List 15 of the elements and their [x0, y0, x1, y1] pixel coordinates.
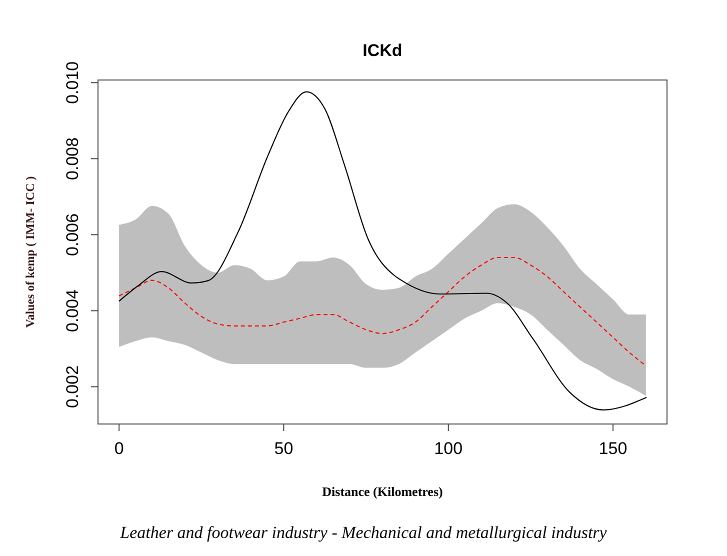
- x-tick-label: 50: [274, 439, 294, 458]
- x-axis-title: Distance (Kilometres): [322, 484, 443, 499]
- y-tick-label: 0.010: [63, 61, 82, 104]
- y-tick-label: 0.004: [63, 289, 82, 332]
- x-tick-label: 100: [434, 439, 463, 458]
- line-series: [118, 256, 646, 366]
- x-tick-label: 0: [114, 439, 124, 458]
- y-axis-title: Values of kemp ( IMM- ICC ): [23, 176, 37, 328]
- y-tick-label: 0.006: [63, 213, 82, 256]
- x-tick-label: 150: [598, 439, 628, 458]
- y-tick-label: 0.008: [63, 137, 82, 180]
- line-series: [118, 91, 648, 410]
- chart-title: ICKd: [362, 41, 402, 60]
- y-tick-label: 0.002: [63, 365, 82, 408]
- text: Leather and footwear industry - Mechanical and metallurgical industry: [119, 523, 608, 542]
